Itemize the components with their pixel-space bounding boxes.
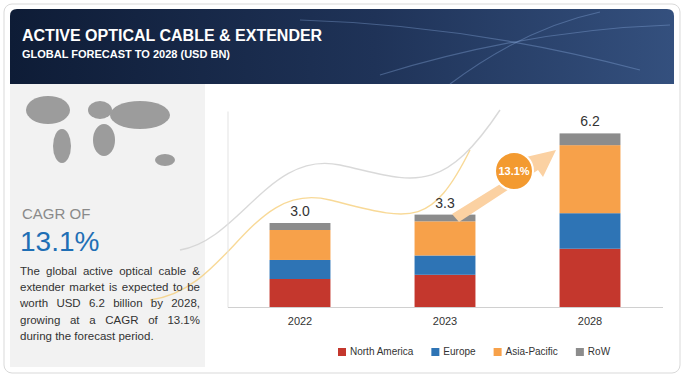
x-tick: 2022 [288, 307, 312, 327]
x-tick-label: 2023 [433, 315, 457, 327]
legend-label: Asia-Pacific [506, 346, 558, 357]
legend-label: Europe [443, 346, 476, 357]
y-axis [228, 112, 229, 308]
legend-item: RoW [576, 346, 611, 357]
plot-area [270, 133, 621, 307]
cagr-value: 13.1% [20, 226, 99, 257]
x-tick-label: 2022 [288, 315, 312, 327]
legend-swatch [494, 348, 502, 356]
y-axis-line [228, 112, 229, 308]
continent [88, 101, 112, 119]
continent [155, 154, 175, 166]
world-map [26, 96, 175, 166]
legend-label: North America [350, 346, 414, 357]
growth-bubble [495, 152, 533, 190]
bar-segment [560, 133, 621, 145]
x-tick: 2028 [578, 307, 602, 327]
legend-swatch [576, 348, 584, 356]
header-streak [450, 12, 600, 84]
total-label: 6.2 [580, 113, 600, 129]
x-axis: 2022 2023 2028 [228, 307, 663, 327]
cagr-label: CAGR OF [22, 205, 90, 222]
total-labels: 3.0 3.3 6.2 [290, 113, 600, 219]
bar-segment [270, 223, 331, 230]
continent [110, 101, 170, 129]
series [270, 145, 621, 260]
card [4, 4, 680, 373]
subtitle: GLOBAL FORECAST TO 2028 (USD BN) [22, 48, 230, 60]
header-streak [300, 20, 640, 70]
bar-segment [415, 255, 476, 274]
legend-label: RoW [588, 346, 611, 357]
series [270, 133, 621, 230]
bar-segment [560, 145, 621, 213]
continent [26, 96, 70, 124]
x-tick-label: 2028 [578, 315, 602, 327]
legend: North America Europe Asia-Pacific RoW [338, 346, 611, 357]
legend-item: North America [338, 346, 414, 357]
legend-swatch [338, 348, 346, 356]
bar-segment [270, 279, 331, 307]
series [270, 213, 621, 279]
bar-segment [270, 260, 331, 279]
legend-item: Europe [431, 346, 476, 357]
bar-segment [270, 230, 331, 260]
total-label: 3.0 [290, 203, 310, 219]
continent [93, 124, 115, 156]
description: The global active optical cable & extend… [20, 263, 200, 344]
x-axis-line [228, 307, 663, 308]
continent [53, 129, 71, 163]
header-band [10, 9, 674, 84]
bar-segment [415, 275, 476, 307]
growth-arrow [452, 150, 556, 222]
bar-segment [415, 221, 476, 255]
bar-segment [560, 249, 621, 307]
title: ACTIVE OPTICAL CABLE & EXTENDER [22, 27, 323, 44]
total-label: 3.3 [435, 195, 455, 211]
growth-bubble-label: 13.1% [498, 165, 529, 177]
bar-segment [560, 213, 621, 249]
x-tick: 2023 [433, 307, 457, 327]
legend-item: Asia-Pacific [494, 346, 558, 357]
side-panel [10, 84, 205, 367]
header-streak [380, 25, 670, 75]
legend-swatch [431, 348, 439, 356]
